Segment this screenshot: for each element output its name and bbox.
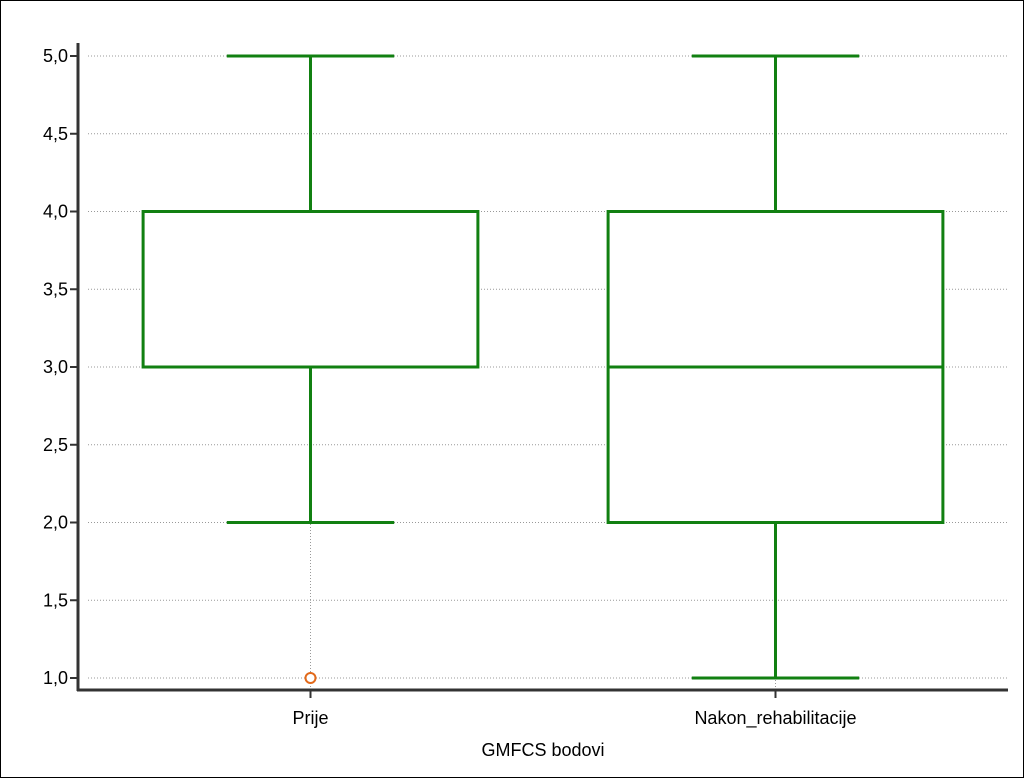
y-tick-label: 2,0: [43, 513, 68, 533]
y-tick-label: 3,0: [43, 357, 68, 377]
y-tick-label: 1,0: [43, 668, 68, 688]
box-group-prije: [141, 54, 480, 684]
axes: [70, 43, 1008, 698]
box-iqr: [141, 210, 480, 369]
y-tick-labels: 1,0 1,5 2,0 2,5 3,0 3,5 4,0 4,5 5,0: [43, 46, 68, 688]
x-tick-label: Prije: [292, 708, 328, 728]
box-plot-series: [141, 54, 945, 684]
y-tick-label: 2,5: [43, 435, 68, 455]
y-tick-label: 4,0: [43, 202, 68, 222]
x-axis-title: GMFCS bodovi: [481, 740, 604, 760]
x-tick-labels: Prije Nakon_rehabilitacije: [292, 708, 856, 729]
y-tick-label: 5,0: [43, 46, 68, 66]
y-tick-label: 4,5: [43, 124, 68, 144]
y-tick-label: 1,5: [43, 590, 68, 610]
box-group-nakon_rehabilitacije: [606, 54, 945, 680]
x-tick-label: Nakon_rehabilitacije: [694, 708, 856, 729]
y-tick-label: 3,5: [43, 279, 68, 299]
outlier-point: [304, 672, 317, 684]
